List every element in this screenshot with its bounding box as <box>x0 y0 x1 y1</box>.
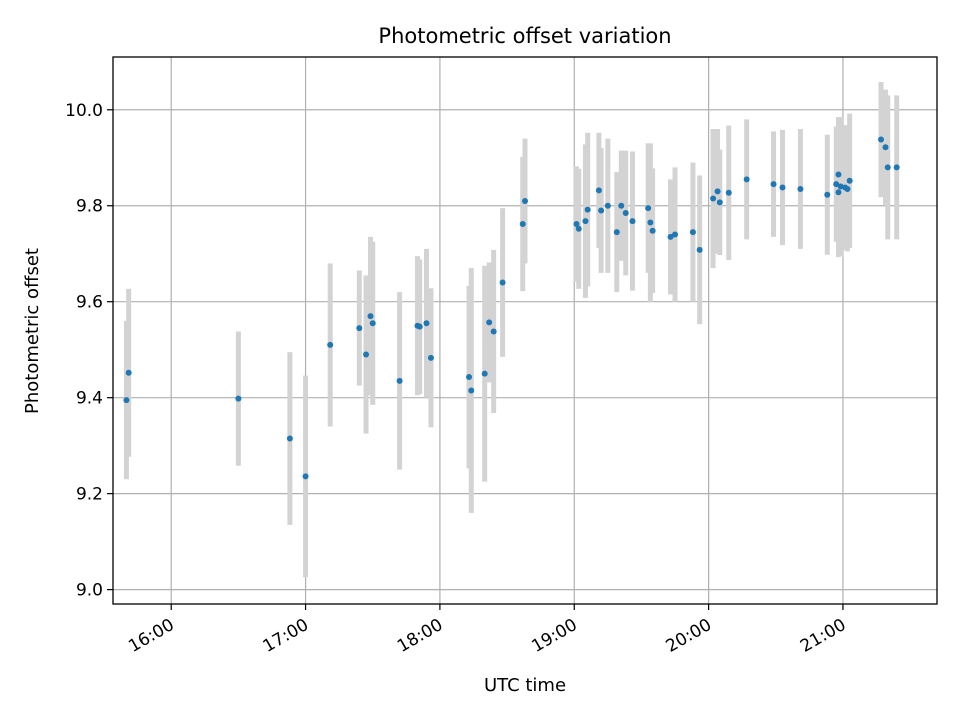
data-point <box>710 195 717 202</box>
data-point <box>770 181 777 188</box>
data-point <box>123 397 130 404</box>
data-point <box>486 319 493 326</box>
data-point <box>649 227 656 234</box>
data-point <box>125 369 132 376</box>
data-point <box>598 207 605 214</box>
data-point <box>356 325 363 332</box>
data-point <box>878 136 885 143</box>
data-point <box>645 205 652 212</box>
y-axis-label: Photometric offset <box>22 248 43 414</box>
y-tick-label: 9.0 <box>76 581 103 601</box>
data-point <box>519 220 526 227</box>
data-point <box>481 370 488 377</box>
data-point <box>490 328 497 335</box>
data-point <box>235 395 242 402</box>
data-point <box>844 185 851 192</box>
plot-frame <box>112 56 938 605</box>
data-point <box>743 176 750 183</box>
y-axis-ticks: 9.0 9.2 9.4 9.6 9.8 10.0 <box>65 101 113 601</box>
data-point <box>427 354 434 361</box>
data-points <box>123 136 900 480</box>
data-point <box>618 202 625 209</box>
data-point <box>629 218 636 225</box>
data-point <box>423 320 430 327</box>
data-point <box>327 341 334 348</box>
data-point <box>582 218 589 225</box>
data-point <box>575 225 582 232</box>
data-point <box>416 323 423 330</box>
data-point <box>604 202 611 209</box>
data-point <box>367 313 374 320</box>
data-point <box>833 181 840 188</box>
data-point <box>622 209 629 216</box>
data-point <box>716 199 723 206</box>
data-point <box>689 229 696 236</box>
data-point <box>499 279 506 286</box>
data-point <box>573 220 580 227</box>
data-point <box>522 197 528 204</box>
y-tick-label: 9.4 <box>76 389 103 409</box>
data-point <box>369 320 376 327</box>
data-point <box>466 374 473 381</box>
data-point <box>647 219 654 226</box>
data-point <box>286 435 293 442</box>
data-point <box>725 189 732 196</box>
y-tick-label: 10.0 <box>65 101 103 121</box>
data-point <box>882 144 889 151</box>
data-point <box>595 187 602 194</box>
x-axis-label: UTC time <box>484 675 566 696</box>
data-point <box>396 377 403 384</box>
data-point <box>835 171 842 178</box>
data-point <box>667 233 674 240</box>
data-point <box>837 183 844 190</box>
data-point <box>714 188 721 195</box>
data-point <box>672 231 679 238</box>
data-point <box>824 191 831 198</box>
data-point <box>302 473 309 480</box>
data-point <box>613 229 620 236</box>
data-point <box>584 206 591 213</box>
data-point <box>846 177 853 184</box>
y-tick-label: 9.2 <box>76 485 103 505</box>
data-point <box>468 387 475 394</box>
data-point <box>696 246 703 253</box>
data-point <box>893 164 900 171</box>
data-point <box>363 351 370 358</box>
y-tick-label: 9.6 <box>76 293 103 313</box>
data-point <box>835 189 842 196</box>
data-point <box>779 184 786 191</box>
data-point <box>884 164 891 171</box>
data-point <box>797 185 804 192</box>
chart-title: Photometric offset variation <box>378 24 671 48</box>
y-tick-label: 9.8 <box>76 197 103 217</box>
